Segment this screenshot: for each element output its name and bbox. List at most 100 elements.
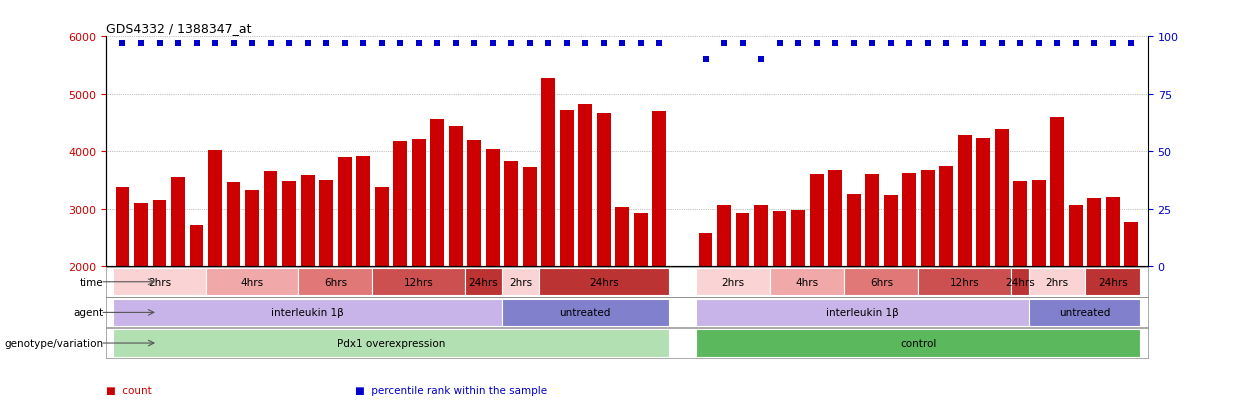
Bar <box>698 233 712 381</box>
Bar <box>205 268 299 296</box>
Bar <box>113 268 205 296</box>
Text: 24hrs: 24hrs <box>589 277 619 287</box>
Text: 24hrs: 24hrs <box>1098 277 1128 287</box>
Point <box>974 41 994 47</box>
Text: 2hrs: 2hrs <box>722 277 745 287</box>
Point <box>205 41 225 47</box>
Bar <box>560 111 574 381</box>
Text: 4hrs: 4hrs <box>240 277 264 287</box>
Bar <box>1030 268 1084 296</box>
Bar <box>502 299 669 326</box>
Bar <box>502 268 539 296</box>
Bar <box>227 183 240 381</box>
Bar <box>356 157 370 381</box>
Point <box>335 41 355 47</box>
Bar <box>171 178 186 381</box>
Bar <box>1013 182 1027 381</box>
Text: time: time <box>80 277 103 287</box>
Point <box>168 41 188 47</box>
Bar <box>1106 198 1119 381</box>
Point <box>260 41 280 47</box>
Point <box>715 41 735 47</box>
Point <box>427 41 447 47</box>
Text: Pdx1 overexpression: Pdx1 overexpression <box>336 338 444 348</box>
Bar <box>754 206 768 381</box>
Point <box>446 41 466 47</box>
Text: 2hrs: 2hrs <box>509 277 532 287</box>
Point <box>1084 41 1104 47</box>
Point <box>862 41 881 47</box>
Text: 6hrs: 6hrs <box>870 277 893 287</box>
Bar <box>153 200 167 381</box>
Bar <box>652 112 666 381</box>
Bar <box>717 205 731 381</box>
Bar <box>393 142 407 381</box>
Bar <box>809 175 823 381</box>
Text: interleukin 1β: interleukin 1β <box>271 308 344 318</box>
Text: 24hrs: 24hrs <box>1005 277 1035 287</box>
Bar <box>431 120 444 381</box>
Bar <box>1011 268 1030 296</box>
Bar <box>116 188 129 381</box>
Text: 2hrs: 2hrs <box>1046 277 1068 287</box>
Point <box>1066 41 1086 47</box>
Bar <box>578 105 593 381</box>
Bar <box>865 174 879 381</box>
Point <box>242 41 261 47</box>
Point <box>844 41 864 47</box>
Bar <box>957 136 971 381</box>
Point <box>502 41 522 47</box>
Text: GDS4332 / 1388347_at: GDS4332 / 1388347_at <box>106 21 251 35</box>
Text: genotype/variation: genotype/variation <box>5 338 103 348</box>
Point <box>1010 41 1030 47</box>
Bar <box>283 182 296 381</box>
Point <box>613 41 632 47</box>
Point <box>696 57 716 64</box>
Text: ■  count: ■ count <box>106 385 152 395</box>
Point <box>464 41 484 47</box>
Bar <box>884 196 898 381</box>
Point <box>538 41 558 47</box>
Bar <box>319 180 332 381</box>
Point <box>298 41 317 47</box>
Bar <box>299 268 372 296</box>
Bar <box>847 195 860 381</box>
Point <box>955 41 975 47</box>
Bar <box>208 151 222 381</box>
Text: agent: agent <box>73 308 103 318</box>
Bar <box>634 213 647 381</box>
Bar <box>696 268 771 296</box>
Bar <box>523 168 537 381</box>
Point <box>1103 41 1123 47</box>
Text: 2hrs: 2hrs <box>148 277 171 287</box>
Text: interleukin 1β: interleukin 1β <box>827 308 899 318</box>
Bar <box>1032 180 1046 381</box>
Bar <box>448 126 463 381</box>
Bar <box>337 157 351 381</box>
Bar <box>300 175 315 381</box>
Point <box>918 41 937 47</box>
Bar <box>921 170 935 381</box>
Point <box>187 41 207 47</box>
Text: control: control <box>900 338 936 348</box>
Point <box>149 41 169 47</box>
Text: ■  percentile rank within the sample: ■ percentile rank within the sample <box>355 385 547 395</box>
Point <box>483 41 503 47</box>
Bar <box>736 214 749 381</box>
Bar <box>771 268 844 296</box>
Text: untreated: untreated <box>559 308 611 318</box>
Point <box>880 41 900 47</box>
Bar <box>696 299 1030 326</box>
Bar <box>412 139 426 381</box>
Bar <box>464 268 502 296</box>
Point <box>372 41 392 47</box>
Point <box>807 41 827 47</box>
Bar <box>1124 222 1138 381</box>
Bar <box>903 173 916 381</box>
Text: 24hrs: 24hrs <box>468 277 498 287</box>
Bar <box>976 139 990 381</box>
Bar <box>504 161 518 381</box>
Bar <box>844 268 919 296</box>
Point <box>594 41 614 47</box>
Point <box>557 41 576 47</box>
